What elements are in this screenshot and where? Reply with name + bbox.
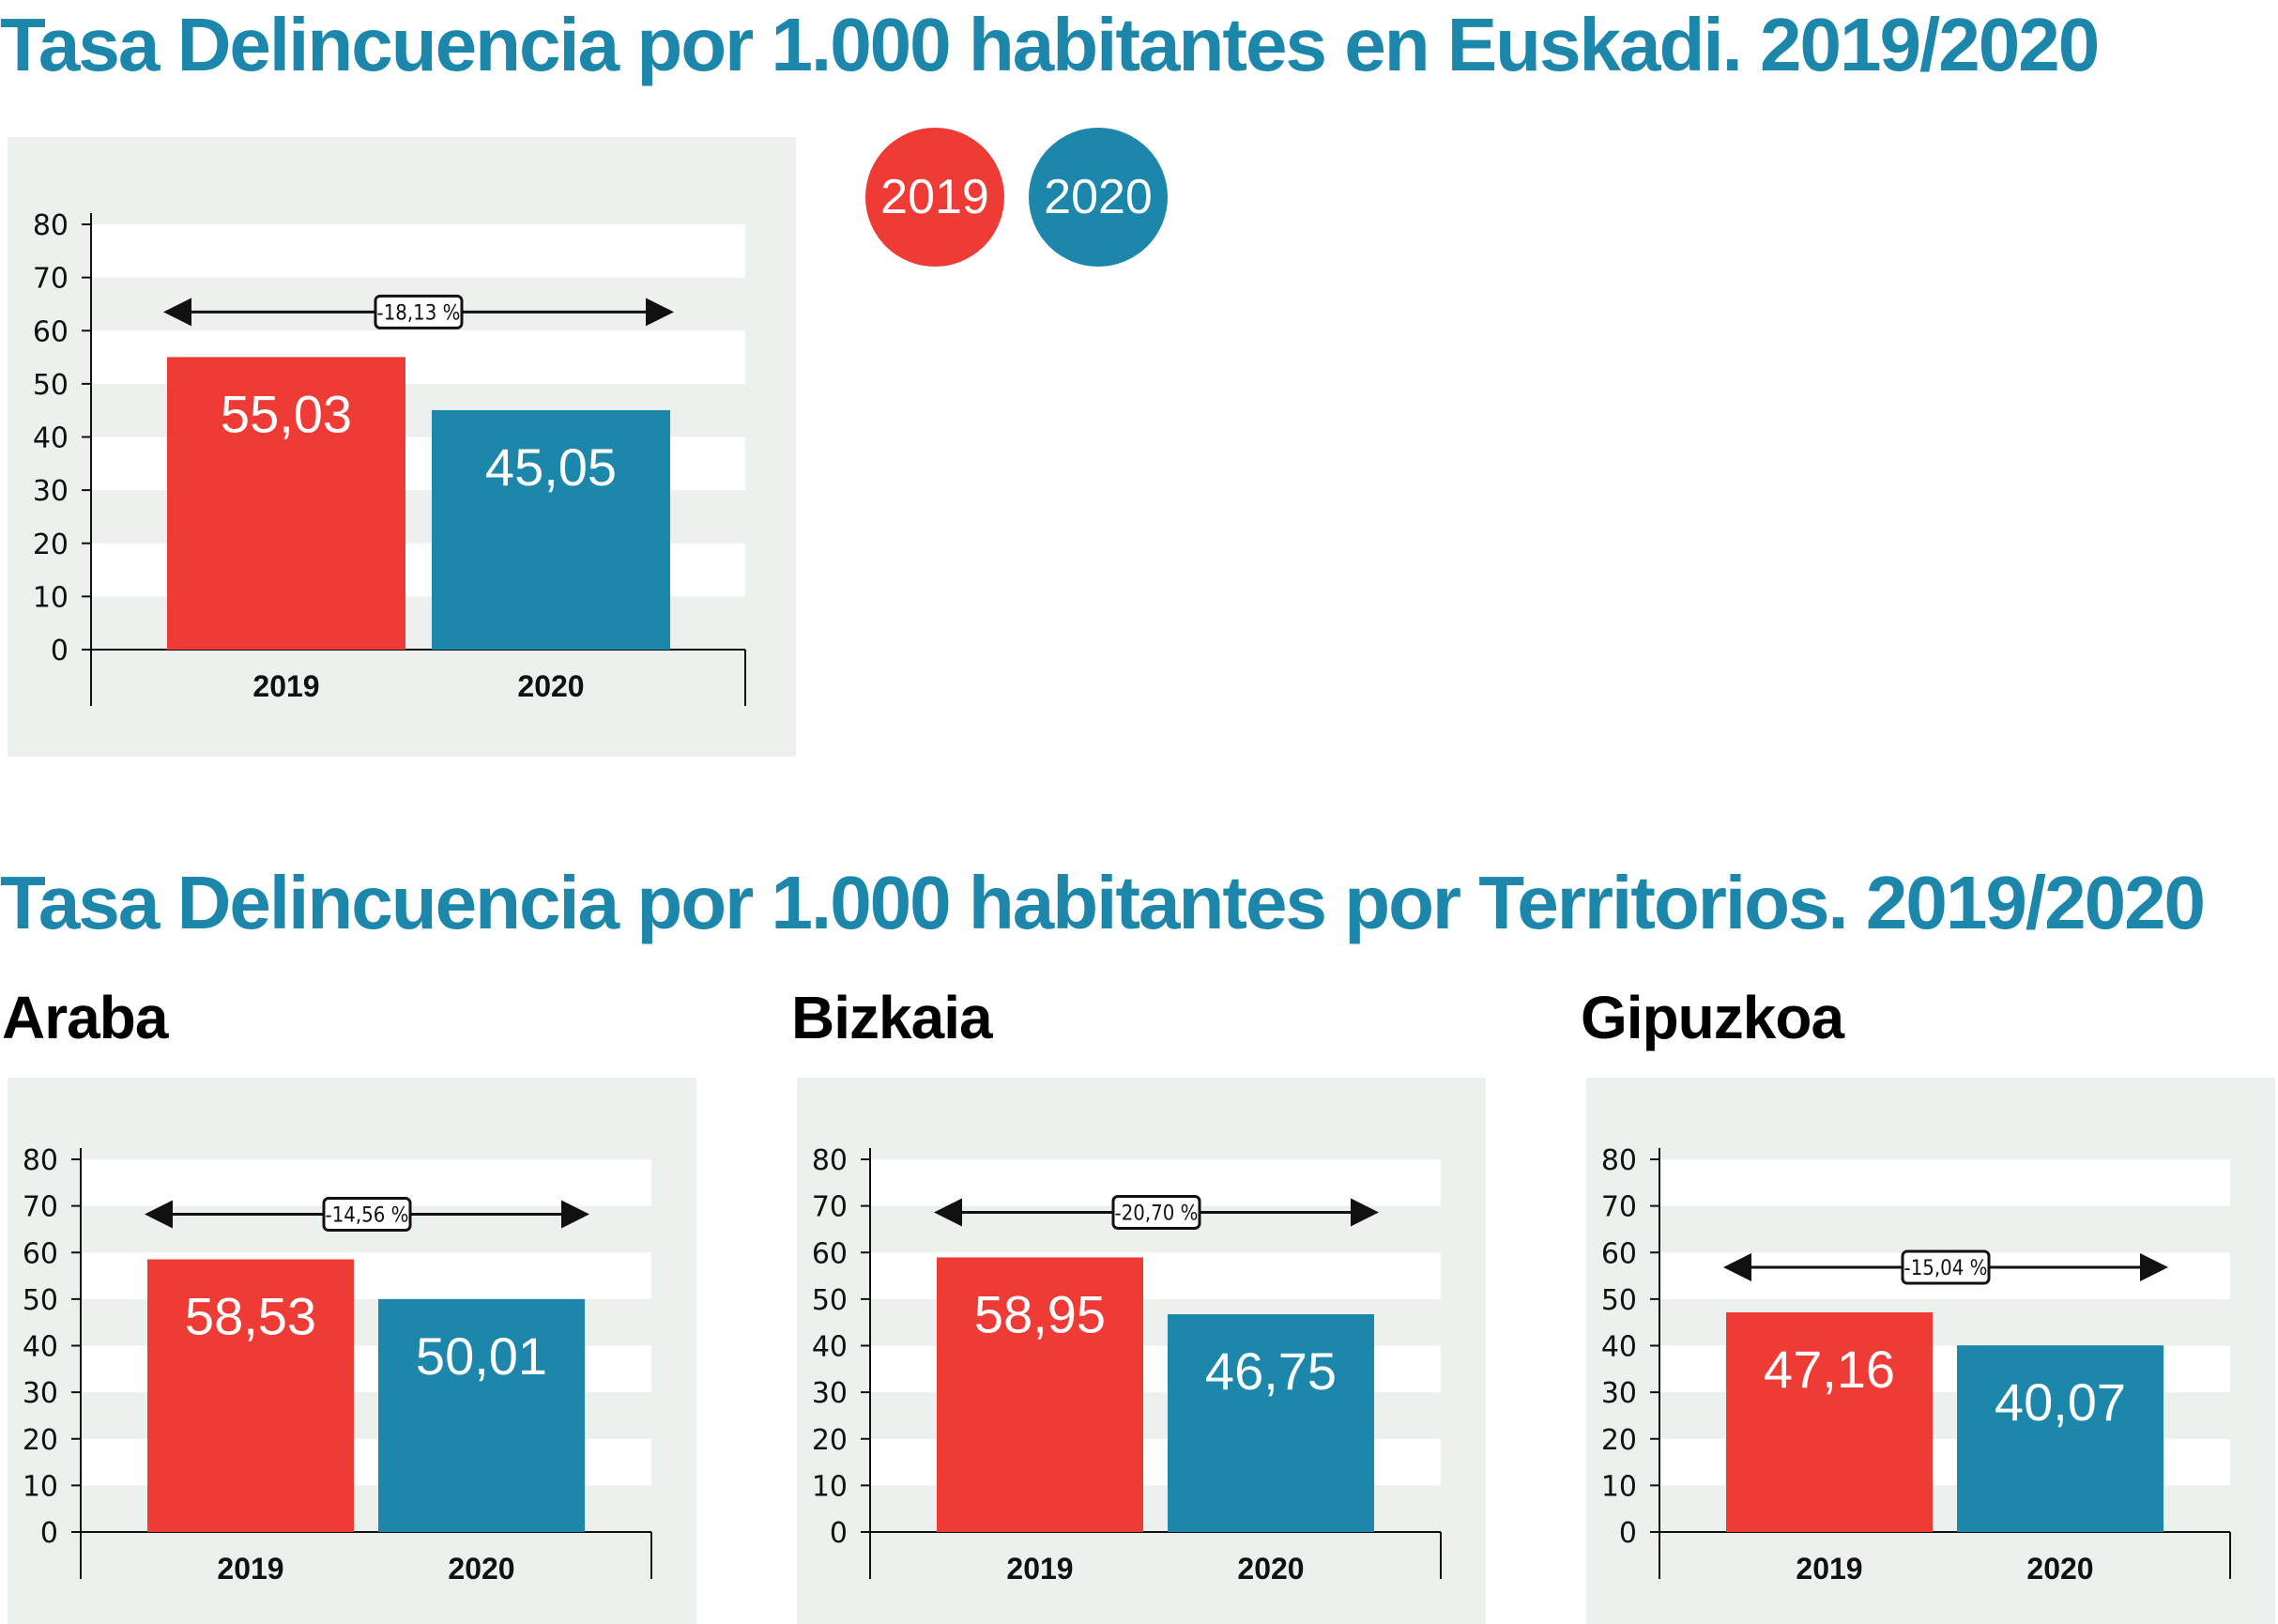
chart-bizkaia: 0 10 20 30 40 50 60 70 80 58,95 2019 46,75 2020 -20,7… [812, 1144, 1442, 1586]
grid-band [91, 224, 745, 278]
y-tick-label: 0 [51, 635, 69, 667]
y-tick-label: 70 [33, 263, 69, 296]
y-tick-label: 0 [1619, 1517, 1637, 1550]
y-tick-label: 70 [23, 1191, 58, 1224]
bar-2020 [432, 409, 670, 650]
title-euskadi: Tasa Delincuencia por 1.000 habitantes e… [0, 3, 2100, 86]
y-tick-label: 60 [23, 1237, 58, 1270]
y-tick-label: 10 [23, 1470, 58, 1503]
y-tick-label: 30 [1601, 1377, 1637, 1410]
x-category-label: 2019 [1796, 1552, 1862, 1586]
x-category-label: 2019 [252, 669, 319, 703]
y-tick-label: 60 [812, 1237, 848, 1270]
value-label: 58,95 [974, 1284, 1106, 1343]
x-category-label: 2020 [2026, 1552, 2093, 1586]
y-tick-label: 70 [812, 1191, 848, 1224]
x-category-label: 2019 [1006, 1552, 1073, 1586]
y-tick-label: 30 [23, 1377, 58, 1410]
y-tick-label: 0 [40, 1517, 58, 1550]
bar-2020 [378, 1298, 585, 1532]
bar-2019 [147, 1259, 354, 1532]
change-percent-label: -14,56 % [326, 1204, 409, 1228]
y-tick-label: 20 [812, 1424, 848, 1457]
chart-euskadi: 0 10 20 30 40 50 60 70 80 55,03 2019 45,05 2020 -18,1… [33, 209, 746, 706]
region-label-bizkaia: Bizkaia [791, 984, 993, 1051]
value-label: 50,01 [416, 1326, 547, 1386]
chart-gipuzkoa: 0 10 20 30 40 50 60 70 80 47,16 2019 40,07 2020 -15,0… [1601, 1144, 2231, 1586]
region-label-araba: Araba [2, 984, 168, 1051]
title-territorios: Tasa Delincuencia por 1.000 habitantes p… [0, 861, 2206, 944]
y-tick-label: 40 [33, 422, 69, 455]
bar-2019 [1726, 1311, 1933, 1532]
y-tick-label: 80 [1601, 1144, 1637, 1177]
y-tick-label: 10 [1601, 1470, 1637, 1503]
value-label: 55,03 [221, 384, 352, 443]
region-label-gipuzkoa: Gipuzkoa [1581, 984, 1844, 1051]
y-tick-label: 80 [812, 1144, 848, 1177]
y-tick-label: 80 [33, 209, 69, 242]
y-tick-label: 20 [1601, 1424, 1637, 1457]
change-badge [322, 1197, 412, 1233]
y-tick-label: 50 [23, 1284, 58, 1317]
y-tick-label: 50 [1601, 1284, 1637, 1317]
change-badge [1901, 1249, 1991, 1285]
bar-2020 [1957, 1345, 2163, 1532]
y-tick-label: 40 [812, 1331, 848, 1364]
change-badge [374, 294, 464, 329]
value-label: 47,16 [1764, 1340, 1895, 1399]
bar-2019 [167, 357, 405, 650]
y-tick-label: 50 [33, 369, 69, 402]
legend-2020: 2020 [1029, 128, 1168, 267]
value-label: 58,53 [185, 1287, 316, 1346]
chart-araba: 0 10 20 30 40 50 60 70 80 58,53 2019 50,01 2020 -14,5… [23, 1144, 652, 1586]
y-tick-label: 10 [33, 581, 69, 614]
x-category-label: 2020 [517, 669, 584, 703]
y-tick-label: 30 [812, 1377, 848, 1410]
y-tick-label: 20 [23, 1424, 58, 1457]
legend-2019: 2019 [865, 128, 1004, 267]
y-tick-label: 40 [1601, 1331, 1637, 1364]
y-tick-label: 30 [33, 475, 69, 508]
x-category-label: 2019 [217, 1552, 283, 1586]
y-tick-label: 60 [33, 315, 69, 348]
value-label: 45,05 [485, 437, 617, 497]
y-tick-label: 0 [830, 1517, 848, 1550]
change-percent-label: -15,04 % [1904, 1257, 1988, 1280]
grid-band [1659, 1159, 2230, 1206]
value-label: 40,07 [1995, 1372, 2126, 1432]
y-tick-label: 40 [23, 1331, 58, 1364]
bar-2020 [1168, 1314, 1374, 1532]
y-tick-label: 70 [1601, 1191, 1637, 1224]
y-tick-label: 50 [812, 1284, 848, 1317]
change-percent-label: -20,70 % [1115, 1202, 1199, 1225]
y-tick-label: 20 [33, 529, 69, 561]
change-badge [1111, 1194, 1201, 1230]
value-label: 46,75 [1205, 1341, 1337, 1401]
x-category-label: 2020 [1237, 1552, 1304, 1586]
y-tick-label: 60 [1601, 1237, 1637, 1270]
y-tick-label: 80 [23, 1144, 58, 1177]
change-percent-label: -18,13 % [377, 301, 461, 325]
bar-2019 [937, 1257, 1143, 1532]
x-category-label: 2020 [448, 1552, 514, 1586]
y-tick-label: 10 [812, 1470, 848, 1503]
